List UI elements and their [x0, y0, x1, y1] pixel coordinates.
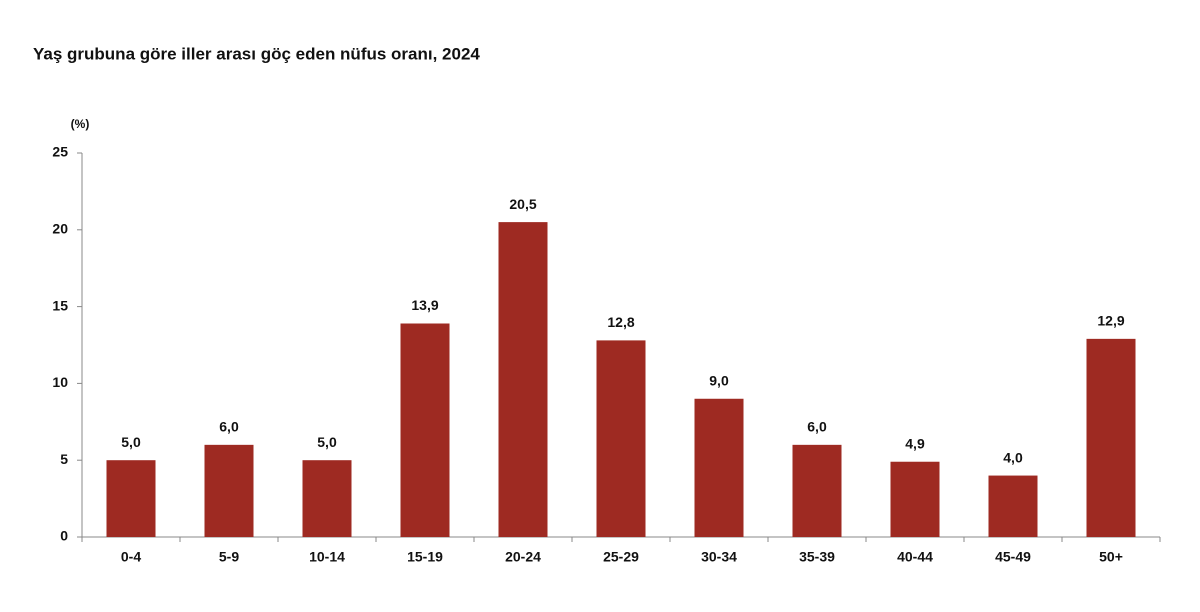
value-label: 4,9: [905, 435, 925, 451]
x-tick-label: 25-29: [603, 549, 639, 565]
bar: [596, 340, 646, 537]
value-label: 9,0: [709, 372, 729, 388]
x-tick-label: 15-19: [407, 549, 443, 565]
x-tick-label: 40-44: [897, 549, 933, 565]
value-label: 6,0: [807, 419, 827, 435]
x-tick-label: 50+: [1099, 549, 1123, 565]
bar: [302, 460, 352, 537]
bar: [204, 444, 254, 537]
y-tick-label: 25: [52, 144, 68, 160]
bar: [890, 461, 940, 537]
y-tick-label: 10: [52, 374, 68, 390]
value-label: 5,0: [121, 434, 141, 450]
y-tick-label: 15: [52, 297, 68, 313]
bar: [792, 444, 842, 537]
bar: [498, 222, 548, 537]
y-axis-label: (%): [71, 117, 90, 131]
bar: [1086, 338, 1136, 537]
bar: [988, 475, 1038, 537]
value-label: 4,0: [1003, 449, 1023, 465]
value-label: 6,0: [219, 419, 239, 435]
x-tick-label: 35-39: [799, 549, 835, 565]
value-label: 5,0: [317, 434, 337, 450]
x-tick-label: 10-14: [309, 549, 345, 565]
value-label: 20,5: [509, 196, 536, 212]
x-tick-label: 0-4: [121, 549, 141, 565]
value-label: 13,9: [411, 297, 438, 313]
bar: [694, 398, 744, 537]
x-tick-label: 45-49: [995, 549, 1031, 565]
bar: [400, 323, 450, 537]
y-tick-label: 0: [60, 528, 68, 544]
value-label: 12,8: [607, 314, 634, 330]
x-tick-label: 5-9: [219, 549, 239, 565]
bar: [106, 460, 156, 537]
x-tick-label: 20-24: [505, 549, 541, 565]
value-label: 12,9: [1097, 313, 1124, 329]
y-tick-label: 5: [60, 451, 68, 467]
x-tick-label: 30-34: [701, 549, 737, 565]
chart-title: Yaş grubuna göre iller arası göç eden nü…: [33, 44, 480, 63]
y-tick-label: 20: [52, 221, 68, 237]
